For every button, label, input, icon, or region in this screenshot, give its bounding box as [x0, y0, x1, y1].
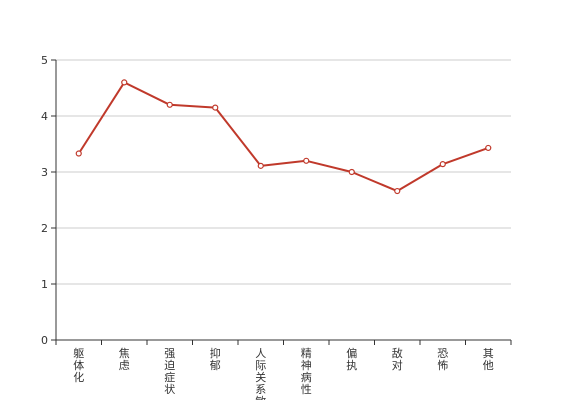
- data-point[interactable]: 强迫症状: 4.2: [166, 101, 173, 108]
- y-axis-tick-labels: 0 1 2 3 4 5: [41, 54, 56, 347]
- y-tick-label: 1: [41, 278, 48, 291]
- data-point[interactable]: 人际关系敏感: 3.11: [257, 162, 264, 169]
- data-point[interactable]: 抑郁: 4.15: [212, 104, 219, 111]
- x-tick-label: 精神病性: [301, 347, 312, 396]
- x-tick-label: 敌对: [392, 346, 403, 372]
- data-point[interactable]: 偏执: 3: [348, 168, 355, 176]
- x-tick-label: 躯体化: [73, 347, 84, 384]
- series-line: [77, 81, 489, 193]
- x-axis-tick-labels: 躯体化 焦虑 强迫症状 抑郁 人际关系敏感 精神病性 偏执 敌对 恐怖 其他: [73, 346, 494, 400]
- data-point[interactable]: 恐怖: 3.14: [439, 161, 446, 168]
- x-tick-label: 抑郁: [210, 346, 221, 372]
- y-tick-label: 5: [41, 54, 48, 67]
- grid-lines: [56, 59, 511, 285]
- y-tick-label: 4: [41, 110, 48, 123]
- x-tick-label: 其他: [483, 347, 494, 372]
- data-point[interactable]: 敌对: 2.66: [394, 187, 401, 195]
- y-tick-label: 2: [41, 222, 48, 235]
- x-tick-label: 偏执: [346, 346, 357, 372]
- x-tick-label: 恐怖: [437, 347, 448, 372]
- data-point[interactable]: 其他: 3.43: [485, 144, 492, 152]
- x-tick-label: 焦虑: [119, 347, 130, 372]
- data-point[interactable]: 精神病性: 3.2: [303, 157, 310, 164]
- data-point[interactable]: 躯体化: 3.33: [75, 150, 82, 157]
- y-tick-label: 3: [41, 166, 48, 179]
- x-axis-ticks: [55, 340, 512, 345]
- x-tick-label: 人际关系敏感: [255, 347, 266, 400]
- y-tick-label: 0: [41, 334, 48, 347]
- x-tick-label: 强迫症状: [164, 347, 175, 396]
- data-point[interactable]: 焦虑: 4.6: [121, 79, 128, 86]
